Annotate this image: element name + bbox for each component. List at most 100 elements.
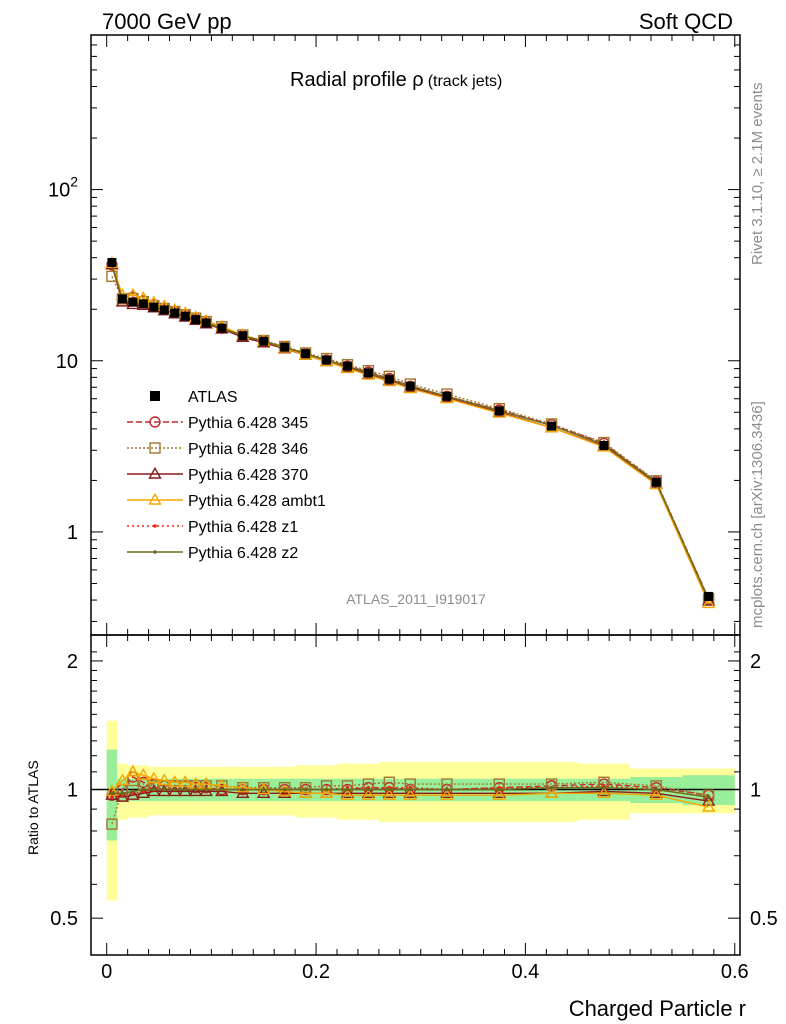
side-label-rivet: Rivet 3.1.10, ≥ 2.1M events: [749, 83, 766, 266]
series-point-ratio: [654, 787, 659, 792]
x-axis-label: Charged Particle r: [569, 996, 746, 1021]
series-point-ratio: [147, 771, 161, 784]
series-line-ratio: [111, 779, 709, 825]
series-point-ratio: [236, 786, 250, 799]
chart-title-symbol: ρ: [412, 69, 423, 91]
atlas-point: [547, 421, 557, 431]
series-point-ratio: [492, 788, 506, 800]
uncertainty-bands: [91, 720, 740, 901]
header-right: Soft QCD: [639, 9, 733, 34]
series-point-ratio: [168, 784, 182, 797]
series-point-ratio: [382, 788, 397, 800]
ratio-y-axis-label: Ratio to ATLAS: [25, 760, 41, 855]
series-point-ratio: [649, 786, 663, 799]
series-point-ratio: [597, 784, 611, 797]
atlas-point: [128, 297, 138, 307]
y-tick-label-exp: 2: [70, 174, 78, 190]
legend-label: Pythia 6.428 345: [188, 415, 308, 432]
series-point-ratio: [110, 791, 114, 796]
series-point-ratio: [157, 784, 171, 797]
legend-label: Pythia 6.428 346: [188, 441, 308, 458]
series-point-ratio: [319, 786, 334, 799]
series-point-ratio: [220, 787, 224, 792]
series-point-ratio: [602, 785, 606, 790]
series-point-ratio: [701, 793, 716, 806]
series-point-ratio: [340, 788, 355, 800]
series-line-ratio: [111, 771, 709, 808]
series-point-ratio: [382, 786, 397, 799]
series-point-ratio: [597, 786, 611, 799]
chart-title-main: Radial profile: [290, 69, 412, 91]
series-point-ratio: [492, 786, 506, 799]
atlas-point: [107, 258, 117, 268]
legend-entry-1: Pythia 6.428 346: [127, 441, 308, 458]
header-left: 7000 GeV pp: [102, 9, 232, 34]
atlas-point: [138, 299, 148, 309]
atlas-point: [384, 374, 394, 384]
atlas-point: [201, 318, 211, 328]
series-point-ratio: [115, 789, 130, 802]
series-layer: [105, 256, 716, 830]
series-point-ratio: [298, 786, 313, 799]
series-point-ratio: [257, 782, 271, 795]
series-point-ratio: [204, 787, 208, 792]
series-point-ratio: [178, 784, 192, 797]
series-point-ratio: [136, 786, 151, 799]
series-point-ratio: [193, 787, 198, 792]
series-point-ratio: [199, 784, 213, 797]
series-point-ratio: [366, 787, 371, 792]
atlas-point: [238, 331, 248, 341]
atlas-point: [159, 305, 169, 315]
atlas-point: [322, 355, 332, 365]
series-point-ratio: [706, 795, 711, 799]
y-tick-label: 1: [67, 522, 78, 544]
ratio-frame: [90, 634, 741, 956]
series-point-ratio: [168, 775, 182, 787]
series-point-ratio: [126, 788, 140, 800]
legend-label: Pythia 6.428 z2: [188, 545, 298, 562]
atlas-point: [442, 391, 452, 401]
ratio-y-tick-label: 0.5: [50, 908, 78, 930]
y-tick-label-base: 10: [48, 180, 70, 202]
legend-label-atlas: ATLAS: [188, 389, 238, 406]
series-point-ratio: [387, 787, 392, 792]
x-tick-label: 0: [101, 961, 112, 983]
series-point-ratio: [549, 785, 554, 790]
series-point-ratio: [445, 787, 449, 792]
x-tick-label: 0.4: [512, 961, 540, 983]
atlas-point: [170, 308, 180, 318]
atlas-point: [342, 361, 352, 371]
series-point-ratio: [440, 788, 454, 800]
series-point-ratio: [240, 787, 245, 792]
series-point-ratio: [408, 787, 413, 792]
legend-entry-4: Pythia 6.428 z1: [127, 519, 298, 536]
series-point-ratio: [178, 775, 192, 787]
series-point-ratio: [183, 787, 188, 792]
series-point-ratio: [324, 787, 329, 792]
chart-title: Radial profile ρ (track jets): [290, 69, 502, 91]
series-point-ratio: [110, 795, 114, 799]
atlas-point: [117, 294, 127, 304]
series-atlas: [107, 258, 714, 601]
series-point-ratio: [361, 788, 376, 800]
atlas-point: [651, 477, 661, 487]
legend-marker: [153, 524, 157, 528]
series-point-ratio: [106, 818, 118, 830]
legend-marker: [148, 466, 162, 479]
series-point-ratio: [544, 786, 559, 799]
series-point-ratio: [172, 787, 177, 792]
atlas-point: [405, 381, 415, 391]
legend-label: Pythia 6.428 z1: [188, 519, 298, 536]
atlas-point: [280, 342, 290, 352]
atlas-point: [191, 315, 201, 325]
legend: ATLAS Pythia 6.428 345 Pythia 6.428 346 Pyt…: [127, 389, 326, 562]
atlas-point: [259, 336, 269, 346]
ratio-y-tick-label-right: 1: [750, 780, 761, 802]
series-point-ratio: [141, 787, 146, 792]
y-tick-label: 10: [56, 351, 78, 373]
legend-entry-0: Pythia 6.428 345: [127, 415, 308, 432]
series-point-main: [701, 596, 716, 609]
series-point-ratio: [403, 788, 417, 800]
